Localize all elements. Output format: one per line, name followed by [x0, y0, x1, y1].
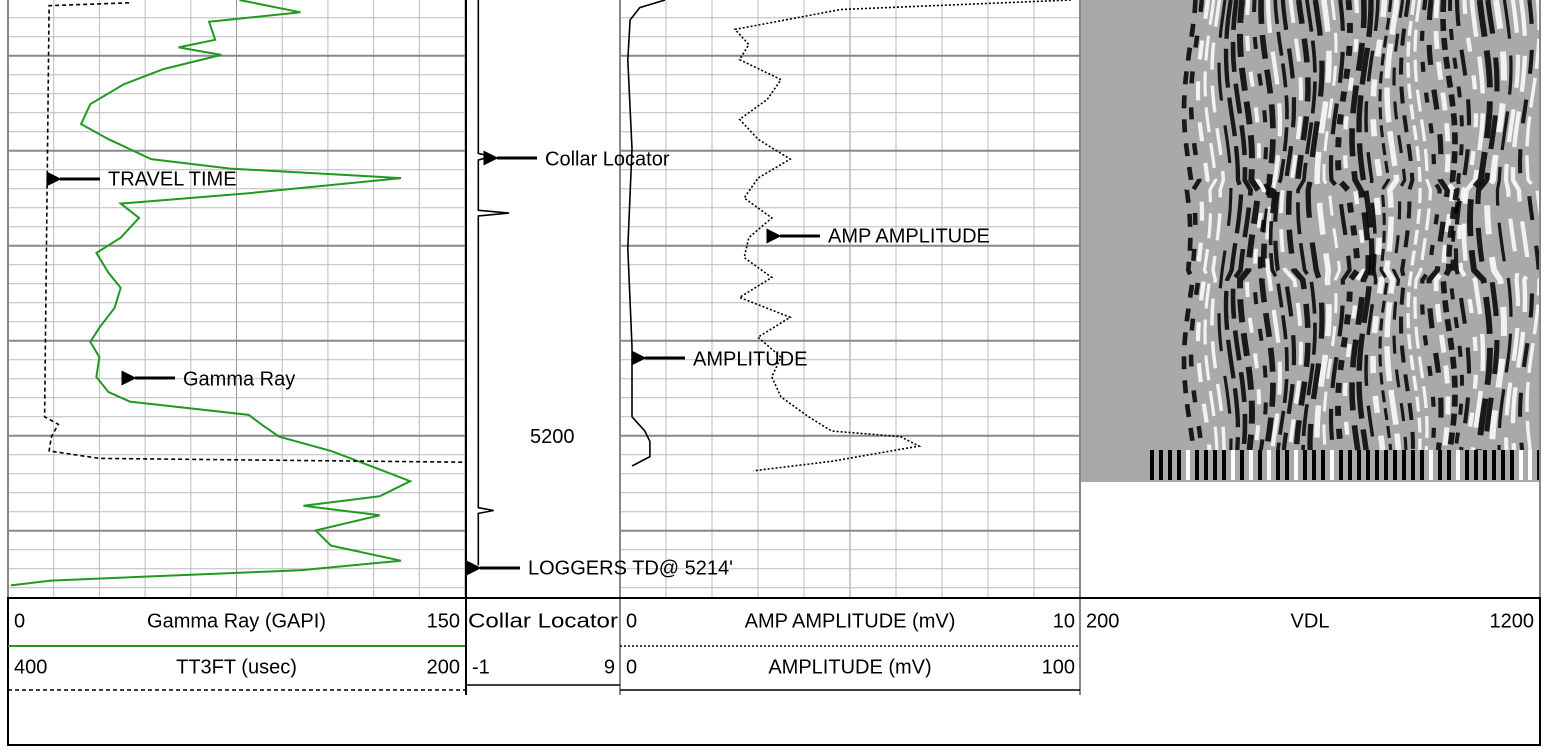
- scale-max: 150: [427, 610, 460, 632]
- curve-name: Gamma Ray (GAPI): [147, 610, 326, 632]
- grid: [8, 0, 1080, 598]
- annotation: AMPLITUDE: [693, 348, 807, 370]
- vdl-bar: [1420, 450, 1424, 480]
- curve-name: AMPLITUDE (mV): [768, 656, 931, 678]
- vdl-bar: [1447, 450, 1451, 480]
- vdl-bar: [1366, 450, 1370, 480]
- vdl-bar: [1393, 450, 1397, 480]
- vdl-bar: [1231, 450, 1235, 480]
- annotation: Collar Locator: [545, 148, 670, 170]
- vdl-bar: [1474, 450, 1478, 480]
- scale-max: 9: [604, 656, 615, 678]
- vdl-bar: [1384, 450, 1388, 480]
- vdl-bar: [1528, 450, 1532, 480]
- vdl-bar: [1375, 450, 1379, 480]
- annotation: Gamma Ray: [183, 368, 295, 390]
- well-log: TRAVEL TIME Gamma Ray Collar Locator AMP…: [0, 0, 1554, 748]
- vdl-bar: [1177, 450, 1181, 480]
- scale-min: 400: [14, 656, 47, 678]
- vdl-bar: [1492, 450, 1496, 480]
- scale-max: 10: [1053, 610, 1075, 632]
- curve-name: VDL: [1291, 610, 1330, 632]
- vdl-bar: [1168, 450, 1172, 480]
- vdl-bar: [1321, 450, 1325, 480]
- vdl-bar: [1348, 450, 1352, 480]
- annotation: TRAVEL TIME: [108, 168, 237, 190]
- vdl-bar: [1222, 450, 1226, 480]
- vdl-bar: [1186, 450, 1190, 480]
- vdl-bar: [1195, 450, 1199, 480]
- vdl-bar: [1519, 450, 1523, 480]
- vdl-bar: [1312, 450, 1316, 480]
- vdl-bar: [1465, 450, 1469, 480]
- vdl-bar: [1456, 450, 1460, 480]
- vdl-bar: [1294, 450, 1298, 480]
- vdl-bar: [1438, 450, 1442, 480]
- curve-name: Collar Locator: [468, 610, 618, 632]
- annotation: LOGGERS TD@ 5214': [528, 557, 733, 579]
- vdl-bar: [1303, 450, 1307, 480]
- vdl-bar: [1204, 450, 1208, 480]
- curve: [11, 0, 410, 585]
- vdl-image: [1081, 0, 1547, 482]
- vdl-bar: [1501, 450, 1505, 480]
- curve-name: TT3FT (usec): [176, 656, 297, 678]
- depth-label: 5200: [530, 426, 575, 448]
- vdl-bar: [1339, 450, 1343, 480]
- scale-min: -1: [472, 656, 490, 678]
- vdl-bar: [1249, 450, 1253, 480]
- vdl-bar: [1258, 450, 1262, 480]
- scale-max: 200: [427, 656, 460, 678]
- scale-min: 0: [626, 610, 637, 632]
- scale-min: 0: [626, 656, 637, 678]
- vdl-bar: [1429, 450, 1433, 480]
- vdl-bar: [1267, 450, 1271, 480]
- vdl-bar: [1159, 450, 1163, 480]
- vdl-bar: [1213, 450, 1217, 480]
- vdl-bar: [1330, 450, 1334, 480]
- vdl-bar: [1357, 450, 1361, 480]
- scale-min: 0: [14, 610, 25, 632]
- vdl-bar: [1285, 450, 1289, 480]
- vdl-bar: [1276, 450, 1280, 480]
- annotation: AMP AMPLITUDE: [828, 225, 990, 247]
- vdl-bar: [1150, 450, 1154, 480]
- scale-max: 100: [1042, 656, 1075, 678]
- curve-name: AMP AMPLITUDE (mV): [745, 610, 956, 632]
- curve: [45, 3, 465, 462]
- curve: [628, 0, 665, 466]
- vdl-bar: [1240, 450, 1244, 480]
- vdl-bar: [1510, 450, 1514, 480]
- curve: [478, 0, 509, 566]
- vdl-bar: [1483, 450, 1487, 480]
- scale-max: 1200: [1490, 610, 1535, 632]
- vdl-background: [1081, 0, 1540, 482]
- scale-min: 200: [1086, 610, 1119, 632]
- curves: [11, 0, 1071, 585]
- vdl-bar: [1402, 450, 1406, 480]
- vdl-bar: [1411, 450, 1415, 480]
